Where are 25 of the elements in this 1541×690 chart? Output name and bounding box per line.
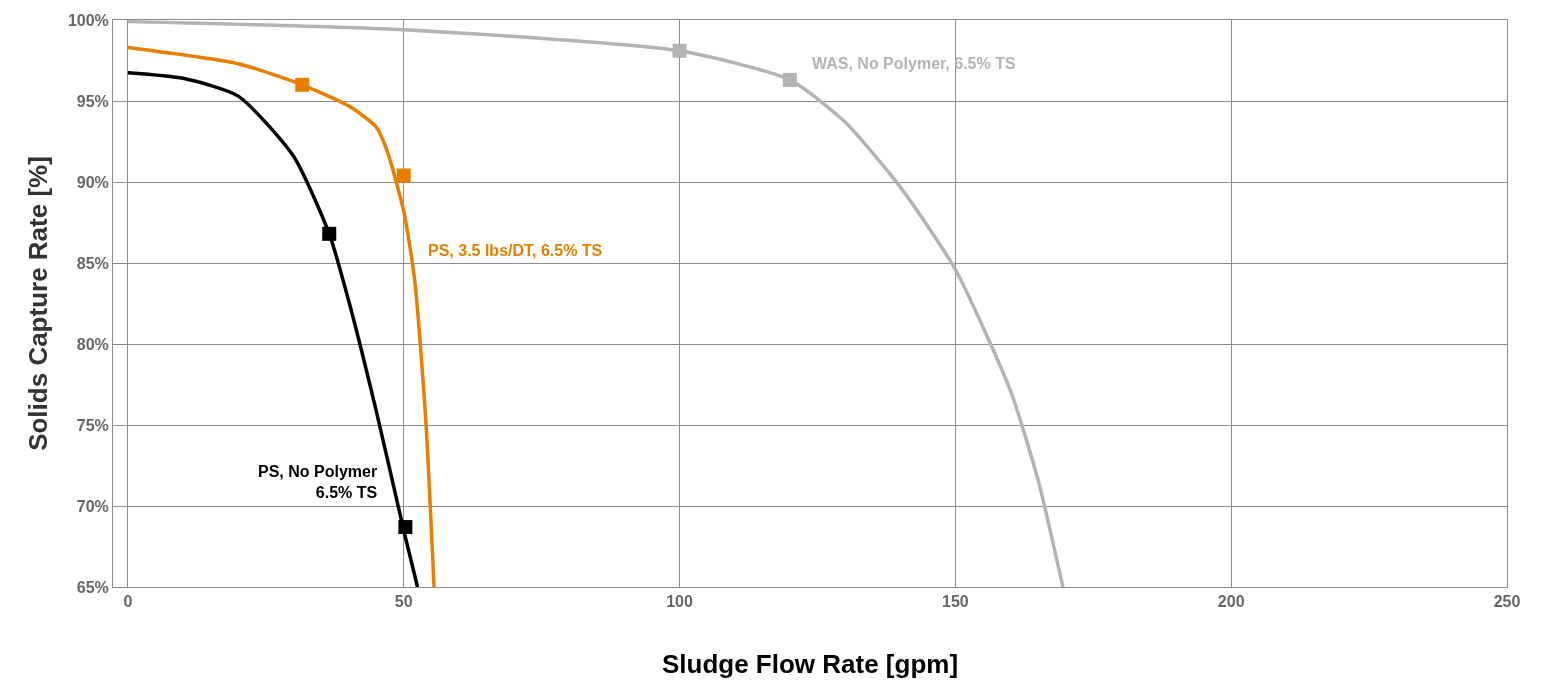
line-series <box>126 20 1065 587</box>
x-tick-label: 250 <box>1493 593 1521 611</box>
point <box>396 168 411 183</box>
y-tick-label: 95% <box>76 92 109 110</box>
x-tick-label: 0 <box>123 593 133 611</box>
x-axis-title: Sludge Flow Rate [gpm] <box>661 648 959 679</box>
point <box>672 43 687 58</box>
point <box>398 520 413 535</box>
y-tick-label: 75% <box>76 416 109 434</box>
y-tick-label: 90% <box>76 173 109 191</box>
text: PS, 3.5 lbs/DT, 6.5% TS <box>428 242 603 259</box>
point <box>782 72 797 87</box>
series-label: PS, No Polymer 6.5% TS <box>258 463 378 501</box>
y-tick-label: 100% <box>67 11 109 29</box>
x-tick-label: 200 <box>1217 593 1245 611</box>
x-tick-label: 50 <box>394 593 413 611</box>
y-tick-label: 65% <box>76 578 109 596</box>
point <box>295 77 310 92</box>
x-tick-label: 100 <box>666 593 693 611</box>
point <box>322 226 337 241</box>
y-axis-title: Solids Capture Rate [%] <box>23 156 54 451</box>
x-tick-label: 150 <box>942 593 969 611</box>
y-tick-label: 70% <box>76 497 109 515</box>
y-tick-label: 85% <box>76 254 109 272</box>
y-tick-label: 80% <box>76 335 109 353</box>
